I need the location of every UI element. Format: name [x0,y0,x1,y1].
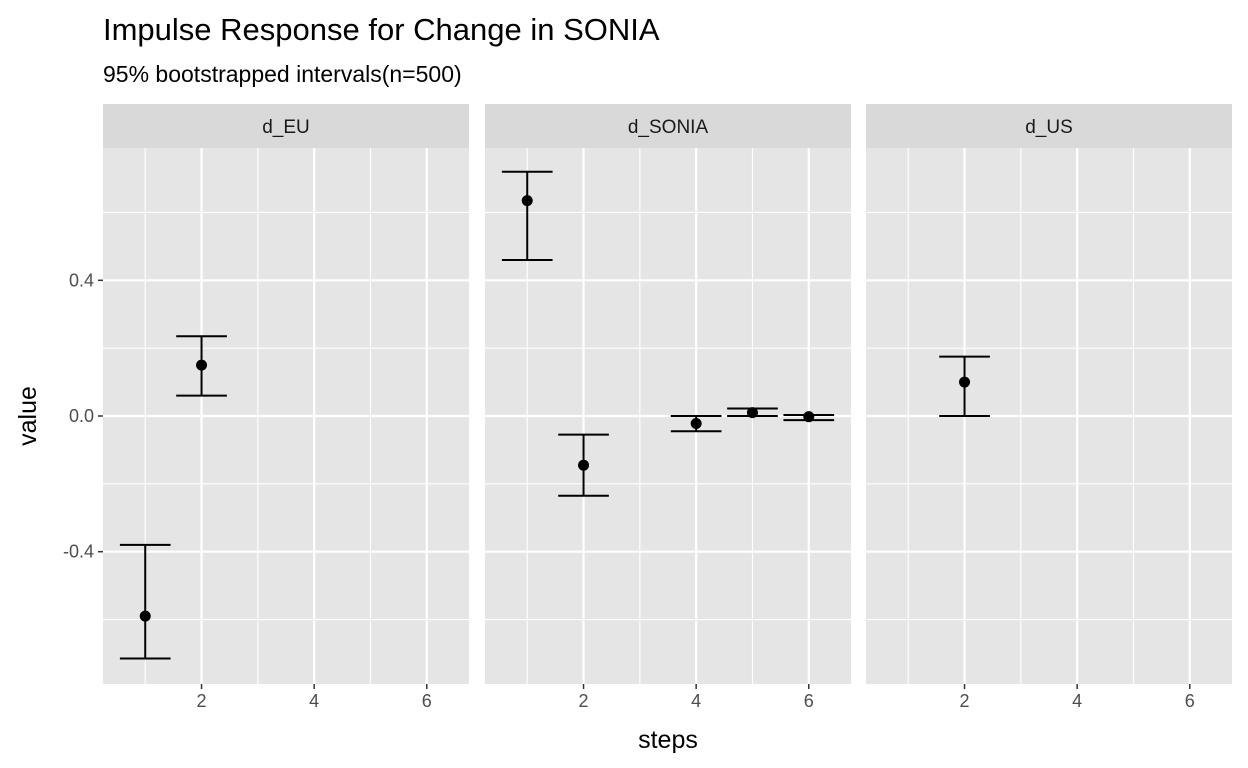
y-tick-label: -0.4 [63,542,94,562]
data-point [578,459,590,471]
x-tick-label: 6 [422,691,432,711]
data-point [803,411,815,423]
data-point [746,407,758,419]
x-tick-label: 4 [1072,691,1082,711]
facet-strip [485,104,851,148]
y-axis-title: value [14,386,42,446]
facet-strip-label: d_EU [262,117,310,138]
x-tick-label: 2 [197,691,207,711]
facet-strip [866,104,1232,148]
data-point [196,359,208,371]
x-tick-label: 2 [960,691,970,711]
data-point [521,195,533,207]
facet-panel-d-us: d_US 2 4 6 [866,104,1232,711]
facet-panels: d_EU 2 4 6 d_SONIA 2 4 6 d_US 2 4 6 -0.4 0.0 0.4 [63,104,1232,711]
x-tick-label: 2 [579,691,589,711]
y-tick-label: 0.0 [69,406,94,426]
facet-strip-label: d_US [1025,117,1073,138]
data-point [690,417,702,429]
x-tick-label: 4 [691,691,701,711]
chart-title: Impulse Response for Change in SONIA [103,12,660,47]
x-tick-label: 6 [804,691,814,711]
x-axis-title: steps [638,726,698,754]
x-tick-label: 4 [309,691,319,711]
facet-strip [103,104,469,148]
data-point [139,610,151,622]
x-tick-label: 6 [1185,691,1195,711]
facet-panel-d-eu: d_EU 2 4 6 [103,104,469,711]
error-bar [501,170,553,261]
facet-strip-label: d_SONIA [628,117,709,138]
y-tick-label: 0.4 [69,270,94,290]
chart-subtitle: 95% bootstrapped intervals(n=500) [103,61,462,87]
data-point [959,376,971,388]
error-bar [119,543,171,660]
facet-panel-d-sonia: d_SONIA 2 4 6 [485,104,851,711]
